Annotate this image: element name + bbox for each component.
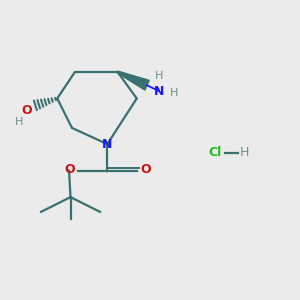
Text: H: H <box>239 146 249 159</box>
Text: O: O <box>140 163 151 176</box>
Text: H: H <box>170 88 178 98</box>
Text: N: N <box>154 85 164 98</box>
Text: O: O <box>64 163 75 176</box>
Text: O: O <box>22 104 32 117</box>
Text: Cl: Cl <box>208 146 221 159</box>
Text: H: H <box>15 117 23 127</box>
Text: N: N <box>102 138 112 151</box>
Text: H: H <box>154 71 163 81</box>
Polygon shape <box>117 71 149 90</box>
